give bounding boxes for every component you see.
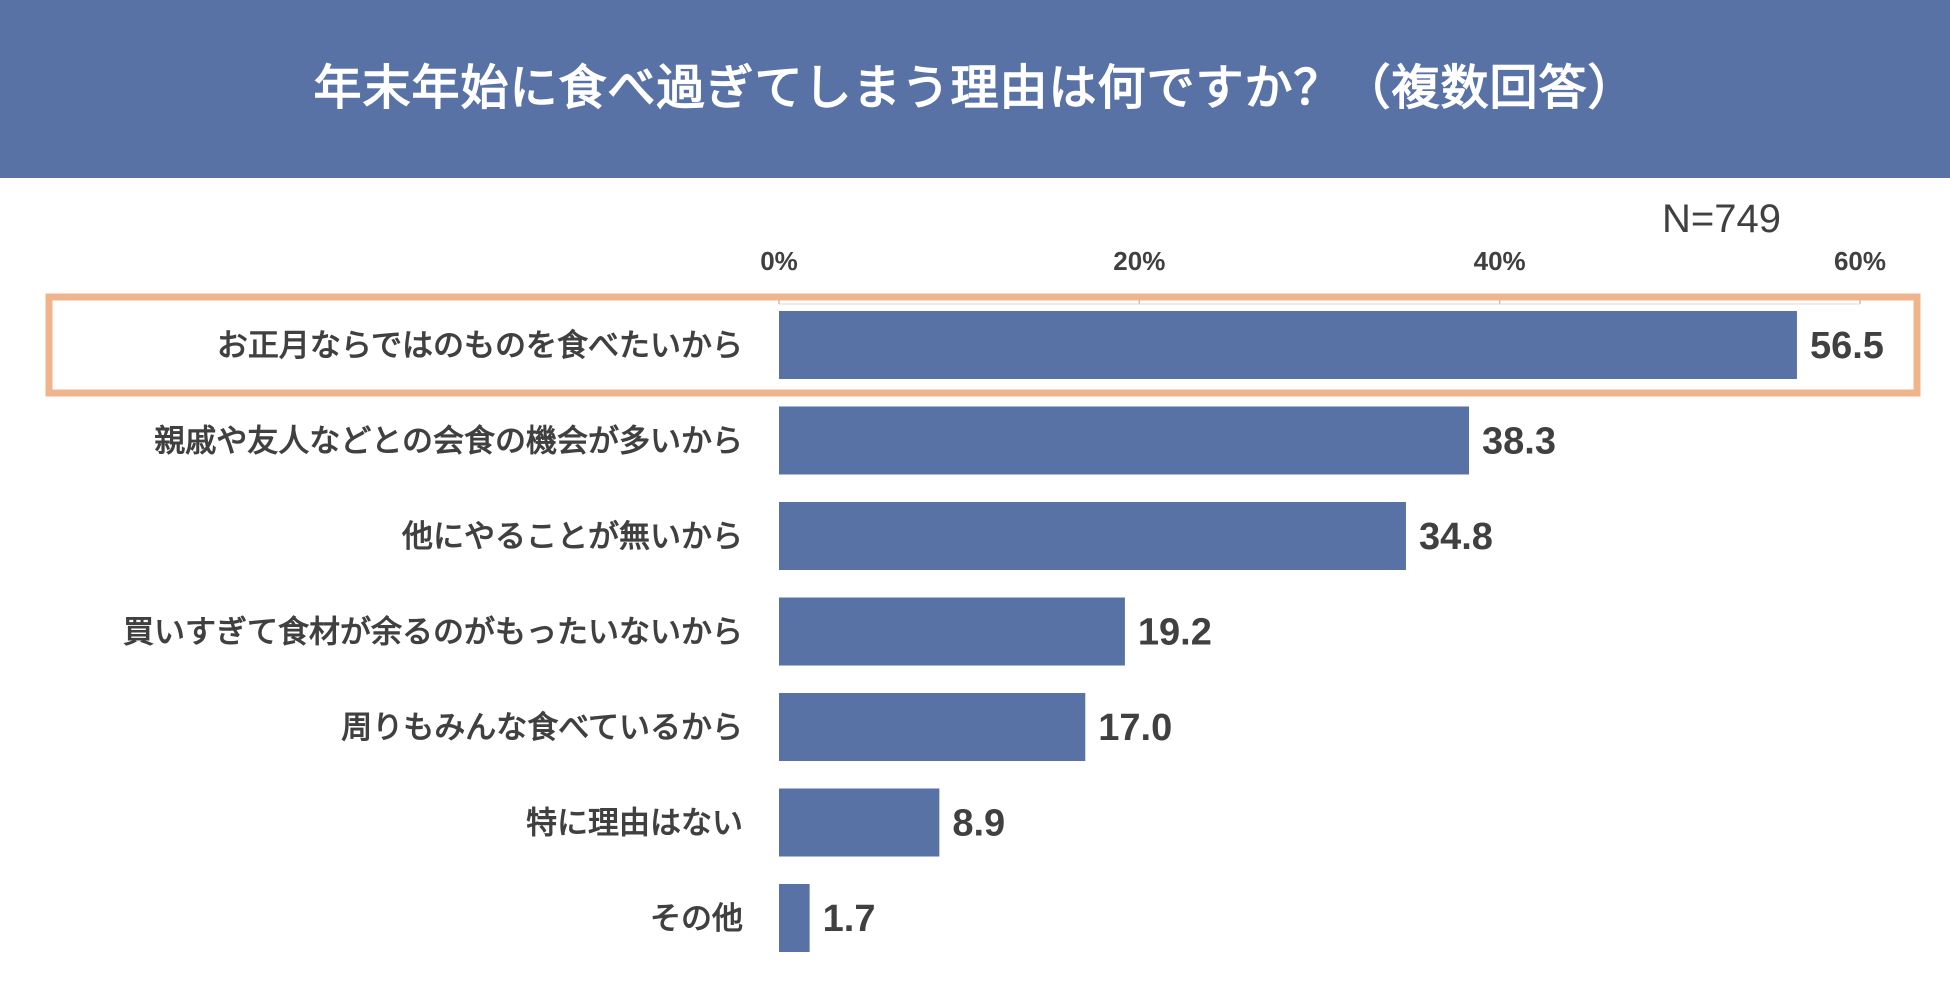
category-label: お正月ならではのものを食べたいから bbox=[217, 328, 743, 364]
category-label: 買いすぎて食材が余るのがもったいないから bbox=[123, 615, 743, 651]
category-label: 特に理由はない bbox=[526, 806, 743, 842]
bar bbox=[779, 311, 1797, 379]
category-label: 他にやることが無いから bbox=[401, 519, 743, 555]
bar bbox=[779, 884, 810, 952]
x-tick-label: 60% bbox=[1834, 246, 1886, 276]
value-label: 34.8 bbox=[1419, 516, 1493, 558]
chart-title: 年末年始に食べ過ぎてしまう理由は何ですか？（複数回答） bbox=[313, 60, 1637, 116]
bar bbox=[779, 597, 1125, 666]
x-tick-label: 20% bbox=[1113, 246, 1165, 276]
x-tick-label: 0% bbox=[760, 246, 798, 276]
bar bbox=[779, 693, 1086, 761]
value-label: 38.3 bbox=[1482, 421, 1556, 463]
bar bbox=[779, 406, 1470, 475]
category-label: その他 bbox=[650, 901, 743, 937]
highlight-frame bbox=[45, 293, 1921, 397]
bar bbox=[779, 788, 940, 857]
value-label: 1.7 bbox=[823, 898, 876, 940]
category-label: 親戚や友人などとの会食の機会が多いから bbox=[154, 424, 743, 460]
sample-size-label: N=749 bbox=[1662, 197, 1781, 241]
header-banner: 年末年始に食べ過ぎてしまう理由は何ですか？（複数回答） bbox=[0, 0, 1950, 178]
value-label: 17.0 bbox=[1098, 707, 1172, 749]
bar bbox=[779, 502, 1406, 570]
value-label: 8.9 bbox=[952, 803, 1005, 845]
value-label: 19.2 bbox=[1138, 612, 1212, 654]
category-label: 周りもみんな食べているから bbox=[341, 710, 743, 746]
x-tick-label: 40% bbox=[1474, 246, 1526, 276]
value-label: 56.5 bbox=[1810, 325, 1884, 367]
